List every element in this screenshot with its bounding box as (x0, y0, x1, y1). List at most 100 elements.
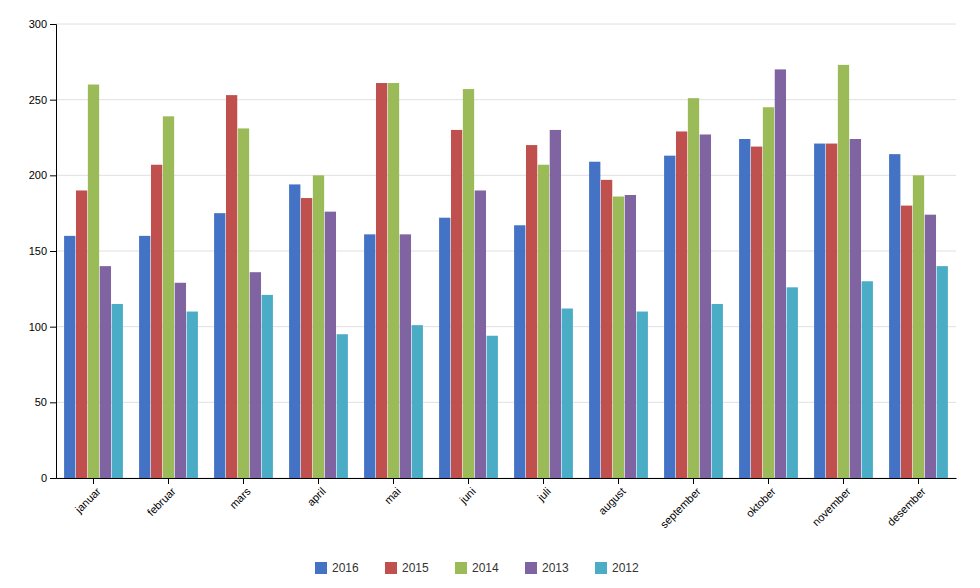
legend-label: 2016 (332, 561, 359, 575)
tick-mark (618, 478, 619, 484)
bar (826, 144, 837, 478)
bar (589, 162, 600, 478)
bar (139, 236, 150, 478)
tick-label: 100 (29, 321, 47, 333)
legend-label: 2015 (402, 561, 429, 575)
tick-mark (918, 478, 919, 484)
bar (151, 165, 162, 478)
bar (76, 190, 87, 478)
tick: januar (72, 478, 103, 516)
tick-label: august (596, 485, 628, 517)
bar (238, 128, 249, 478)
bar (163, 116, 174, 478)
tick-mark (393, 478, 394, 484)
tick: oktober (743, 478, 778, 520)
bar (775, 69, 786, 478)
bar (262, 295, 273, 478)
bar (487, 336, 498, 478)
y-axis: 050100150200250300 (29, 18, 57, 484)
bar (562, 309, 573, 478)
bar (214, 213, 225, 478)
bar (913, 175, 924, 478)
tick-mark (318, 478, 319, 484)
tick: november (810, 478, 853, 528)
bar-group (889, 154, 948, 478)
legend-item: 2013 (525, 561, 569, 575)
tick-label: 150 (29, 245, 47, 257)
tick-label: september (658, 485, 703, 530)
tick-mark (50, 251, 56, 252)
bar-group (364, 83, 423, 478)
bar (613, 197, 624, 478)
bar (664, 156, 675, 478)
tick: 250 (29, 94, 56, 106)
tick: desember (885, 478, 928, 528)
tick: august (596, 478, 628, 517)
tick-mark (50, 402, 56, 403)
bar (688, 98, 699, 478)
grid-line (56, 24, 956, 25)
tick: juni (457, 478, 478, 506)
axis-line (57, 478, 957, 479)
tick-mark (693, 478, 694, 484)
tick-label: juli (534, 485, 553, 504)
tick: 100 (29, 321, 56, 333)
bar (439, 218, 450, 478)
bar-group (514, 130, 573, 478)
bar (400, 234, 411, 478)
grid-line (56, 99, 956, 100)
bar-group (139, 116, 198, 478)
tick-label: februar (145, 485, 178, 518)
tick: februar (145, 478, 178, 518)
bar (925, 215, 936, 478)
legend-item: 2015 (385, 561, 429, 575)
legend-swatch (525, 562, 537, 574)
bar (325, 212, 336, 478)
legend-item: 2016 (315, 561, 359, 575)
bar (451, 130, 462, 478)
tick-label: 250 (29, 94, 47, 106)
bar (862, 281, 873, 478)
bar (739, 139, 750, 478)
tick-mark (168, 478, 169, 484)
legend-swatch (385, 562, 397, 574)
bar (676, 131, 687, 478)
tick-mark (50, 327, 56, 328)
bar (412, 325, 423, 478)
tick-label: 300 (29, 18, 47, 30)
legend-swatch (595, 562, 607, 574)
chart: 050100150200250300januarfebruarmarsapril… (0, 0, 980, 588)
tick-label: mars (227, 485, 253, 511)
legend-label: 2013 (542, 561, 569, 575)
bar (463, 89, 474, 478)
tick-mark (768, 478, 769, 484)
bar (226, 95, 237, 478)
tick: 50 (35, 396, 56, 408)
axis-line (50, 25, 57, 479)
bar (601, 180, 612, 478)
bar (937, 266, 948, 478)
bar (289, 184, 300, 478)
bar (625, 195, 636, 478)
x-axis: januarfebruarmarsaprilmaijunijuliaugusts… (57, 478, 957, 530)
bar (901, 206, 912, 478)
bar-group (289, 175, 348, 478)
bar-group (214, 95, 273, 478)
bar (712, 304, 723, 478)
tick-label: januar (72, 485, 103, 516)
tick-mark (543, 478, 544, 484)
bar (475, 190, 486, 478)
legend-label: 2012 (612, 561, 639, 575)
tick: 150 (29, 245, 56, 257)
tick-mark (50, 100, 56, 101)
bar (850, 139, 861, 478)
bar (337, 334, 348, 478)
bar (100, 266, 111, 478)
legend: 2016 2015 2014 2013 2012 (315, 561, 639, 575)
bar (763, 107, 774, 478)
bar (376, 83, 387, 478)
bar (187, 312, 198, 478)
legend-label: 2014 (472, 561, 499, 575)
bar (751, 147, 762, 478)
tick-label: 200 (29, 169, 47, 181)
